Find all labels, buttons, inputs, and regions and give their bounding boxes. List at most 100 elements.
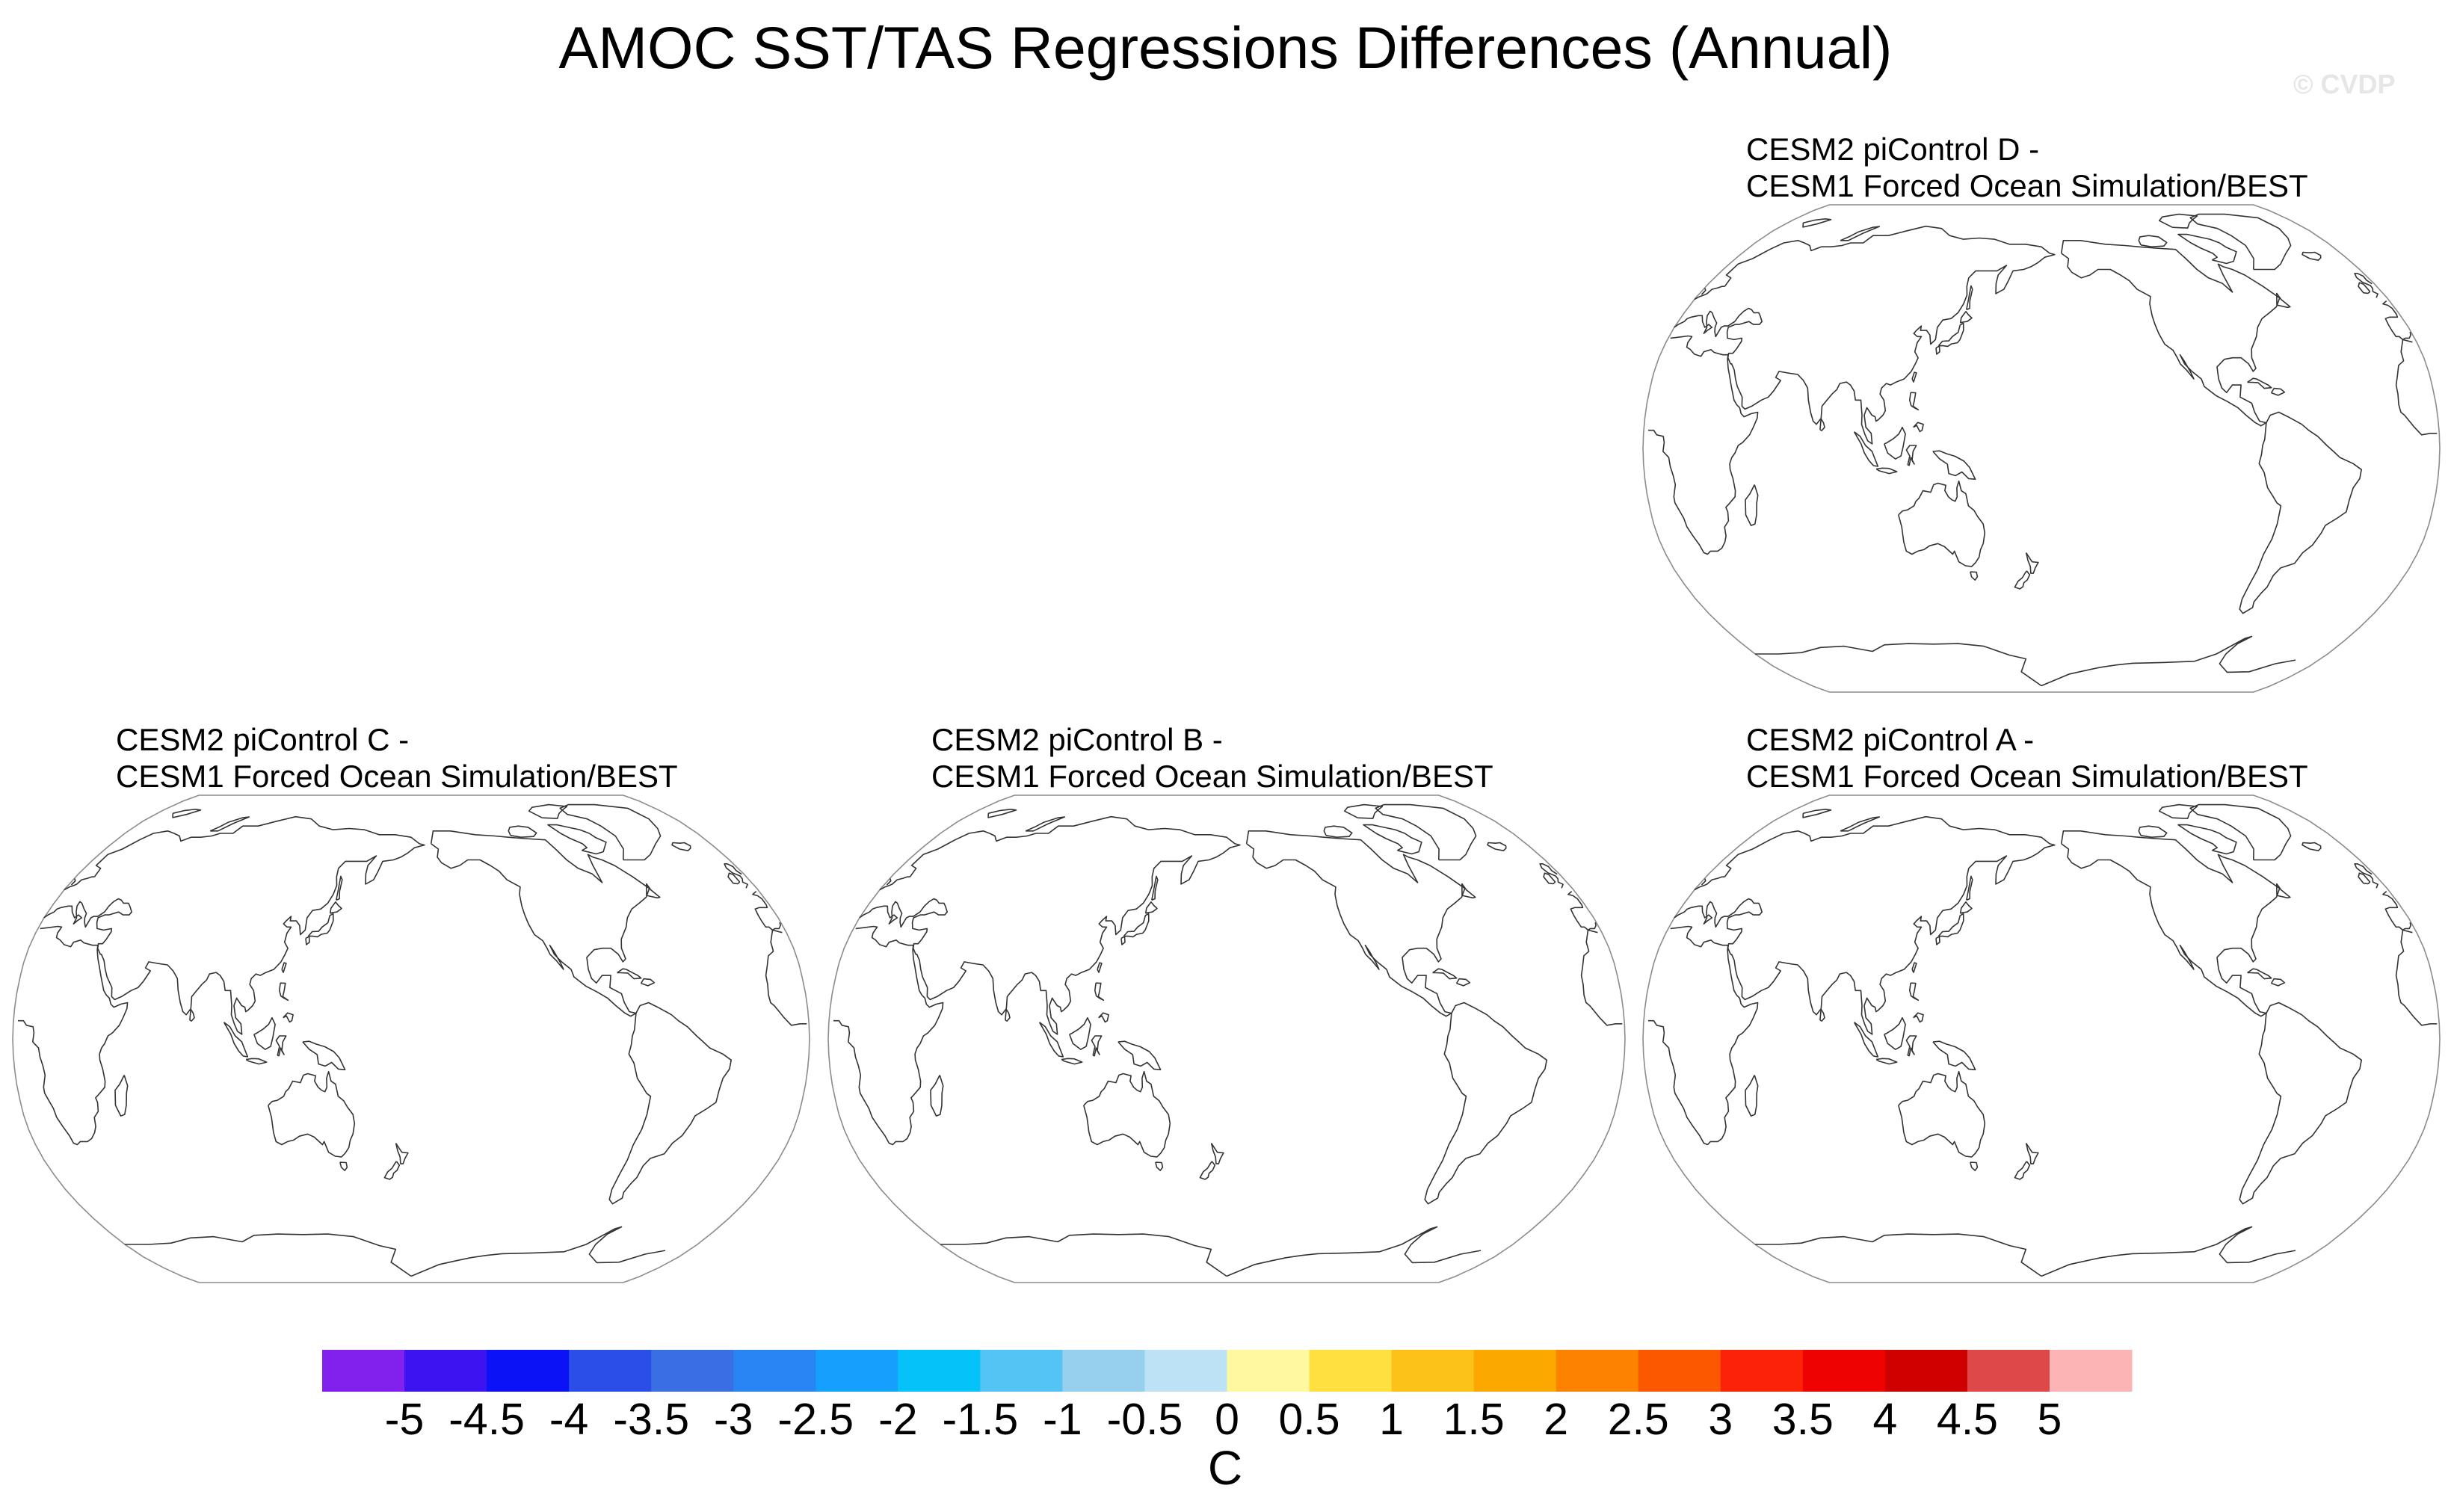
colorbar-tick-label: 2 (1544, 1395, 1569, 1444)
coastline (1083, 1070, 1171, 1158)
coastline (279, 982, 289, 1002)
coastline (339, 1161, 348, 1171)
coastline (640, 978, 656, 987)
coastline (283, 1012, 294, 1023)
coastline (1745, 1075, 1759, 1117)
colorbar-swatch (487, 1350, 570, 1392)
coastline (1091, 1035, 1103, 1057)
map-boundary (1642, 794, 2441, 1283)
colorbar-tick-label: -5 (384, 1395, 425, 1444)
coastline (383, 1161, 401, 1180)
coastline (1970, 571, 1979, 581)
coastline (1909, 982, 1920, 1002)
coastline (1935, 345, 1940, 355)
coastline (1144, 901, 1158, 914)
coastline (281, 962, 287, 973)
coastline (223, 1022, 249, 1058)
panel-d-title-line1: CESM2 piControl D - (1746, 132, 2040, 167)
coastline (2276, 292, 2291, 309)
coastline (1875, 467, 1898, 475)
colorbar-tick-label: 1 (1379, 1395, 1404, 1444)
coastline (1123, 913, 1150, 938)
coastline (1120, 936, 1126, 945)
coastline (2014, 570, 2031, 590)
colorbar-swatch (1227, 1350, 1310, 1392)
coastline (1097, 962, 1103, 973)
coastline (1674, 225, 2411, 445)
coastline (245, 1058, 268, 1065)
colorbar-tick-label: -1 (1043, 1395, 1082, 1444)
colorbar-swatch (1062, 1350, 1145, 1392)
coastline (2158, 803, 2198, 819)
colorbar-tick-label: -4.5 (448, 1395, 525, 1444)
colorbar-tick-label: 2.5 (1607, 1395, 1669, 1444)
coastline (1898, 1070, 1986, 1158)
colorbar-tick-label: 3.5 (1772, 1395, 1834, 1444)
coastline (2302, 251, 2322, 261)
colorbar-swatch (569, 1350, 652, 1392)
coastline (1884, 1016, 1906, 1050)
coastline (2177, 233, 2237, 265)
coastline (2189, 803, 2292, 861)
coastline (1840, 816, 1881, 832)
coastline (2358, 872, 2371, 885)
watermark: © CVDP (2293, 69, 2396, 99)
colorbar-tick-label: 4.5 (1936, 1395, 1998, 1444)
coastline (1432, 968, 1458, 980)
colorbar-swatch (1391, 1350, 1475, 1392)
coastline (1937, 913, 1964, 938)
coastline (189, 1008, 195, 1022)
coastline (1323, 825, 1353, 838)
coastline (1455, 978, 1471, 987)
colorbar-swatch (2049, 1350, 2133, 1392)
coastline (336, 875, 343, 901)
coastline (1911, 371, 1917, 383)
coastline (1343, 803, 1384, 819)
coastline (1098, 1012, 1109, 1023)
coastline (43, 815, 781, 1035)
panel-a-title-line1: CESM2 piControl A - (1746, 722, 2035, 757)
map-boundary (1642, 204, 2441, 693)
colorbar-swatch (322, 1350, 405, 1392)
colorbar-swatch (1309, 1350, 1393, 1392)
coastline (2270, 978, 2286, 987)
colorbar-tick-label: 0.5 (1278, 1395, 1340, 1444)
coastline (1461, 883, 1476, 899)
coastline (18, 925, 807, 1146)
coastline (1853, 1022, 1879, 1058)
colorbar-tick-label: 3 (1708, 1395, 1733, 1444)
map-boundary (827, 794, 1626, 1283)
coastline (1932, 450, 1976, 480)
colorbar-tick-label: -1.5 (942, 1395, 1019, 1444)
coastline (1905, 445, 1917, 466)
panel-a-title-line2: CESM1 Forced Ocean Simulation/BEST (1746, 759, 2308, 794)
coastline (1094, 982, 1105, 1002)
panel-c-title-line2: CESM1 Forced Ocean Simulation/BEST (116, 759, 678, 794)
panel-b-label: CESM2 piControl B - CESM1 Forced Ocean S… (931, 721, 1493, 794)
map-panel-c (12, 794, 810, 1283)
coastline (1117, 1040, 1162, 1070)
coastline (1966, 285, 1973, 311)
coastline (1819, 418, 1825, 431)
coastline (2025, 552, 2039, 574)
coastline (2189, 213, 2292, 271)
coastline (305, 936, 310, 945)
colorbar-tick-label: -0.5 (1106, 1395, 1183, 1444)
coastline (1802, 218, 1832, 228)
panel-c-title-line1: CESM2 piControl C - (116, 722, 410, 757)
coastline (2025, 1143, 2039, 1164)
coastline (508, 825, 537, 838)
colorbar-tick-label: 4 (1872, 1395, 1898, 1444)
coastline (1424, 1002, 1547, 1205)
coastline (1674, 815, 2411, 1035)
coastline (1932, 1040, 1976, 1070)
colorbar-swatch (1473, 1350, 1557, 1392)
coastline (302, 1040, 346, 1070)
coastline (2247, 968, 2272, 980)
coastline (1913, 422, 1924, 433)
coastline (2060, 240, 2281, 427)
colorbar-swatch (651, 1350, 734, 1392)
panel-c-label: CESM2 piControl C - CESM1 Forced Ocean S… (116, 721, 678, 794)
coastline (1061, 1058, 1083, 1065)
coastline (1648, 335, 2438, 555)
